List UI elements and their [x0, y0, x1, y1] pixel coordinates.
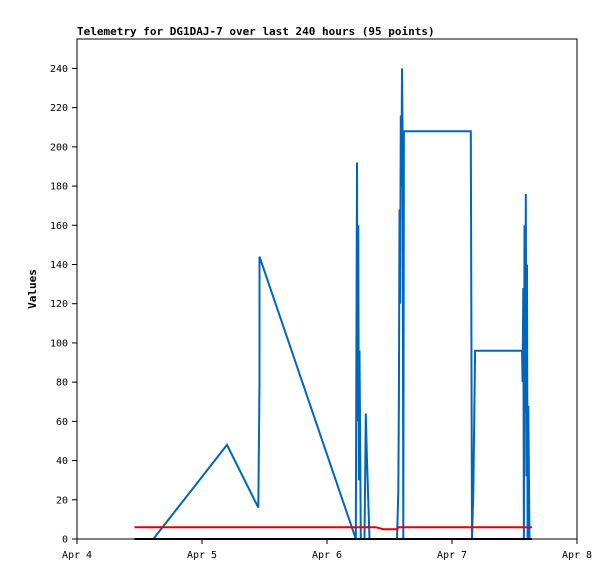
y-tick-label: 240 — [50, 64, 68, 75]
plot-frame — [76, 38, 578, 540]
y-tick-label: 180 — [50, 182, 68, 193]
y-tick-label: 20 — [56, 495, 68, 506]
x-axis: Apr 4 Apr 5 Apr 6 Apr 7 Apr 8 — [62, 539, 592, 561]
y-tick-label: 160 — [50, 221, 68, 232]
chart-title: Telemetry for DG1DAJ-7 over last 240 hou… — [77, 25, 435, 38]
x-tick-label: Apr 7 — [437, 550, 467, 561]
y-tick-label: 80 — [56, 378, 68, 389]
series-line-0 — [152, 68, 531, 540]
y-tick-label: 100 — [50, 338, 68, 349]
series-line-1 — [134, 526, 532, 531]
y-tick-label: 220 — [50, 103, 68, 114]
y-tick-label: 60 — [56, 417, 68, 428]
series-layer — [134, 68, 532, 540]
y-tick-label: 140 — [50, 260, 68, 271]
x-tick-label: Apr 5 — [187, 550, 217, 561]
y-tick-label: 40 — [56, 456, 68, 467]
y-tick-label: 200 — [50, 142, 68, 153]
x-tick-label: Apr 8 — [562, 550, 592, 561]
y-axis-label: Values — [26, 269, 39, 309]
y-tick-label: 120 — [50, 299, 68, 310]
x-tick-label: Apr 6 — [312, 550, 342, 561]
x-tick-label: Apr 4 — [62, 550, 92, 561]
y-tick-label: 0 — [62, 535, 68, 546]
y-axis: 0 20 40 60 80 100 120 140 160 180 200 220 240 — [50, 64, 77, 546]
